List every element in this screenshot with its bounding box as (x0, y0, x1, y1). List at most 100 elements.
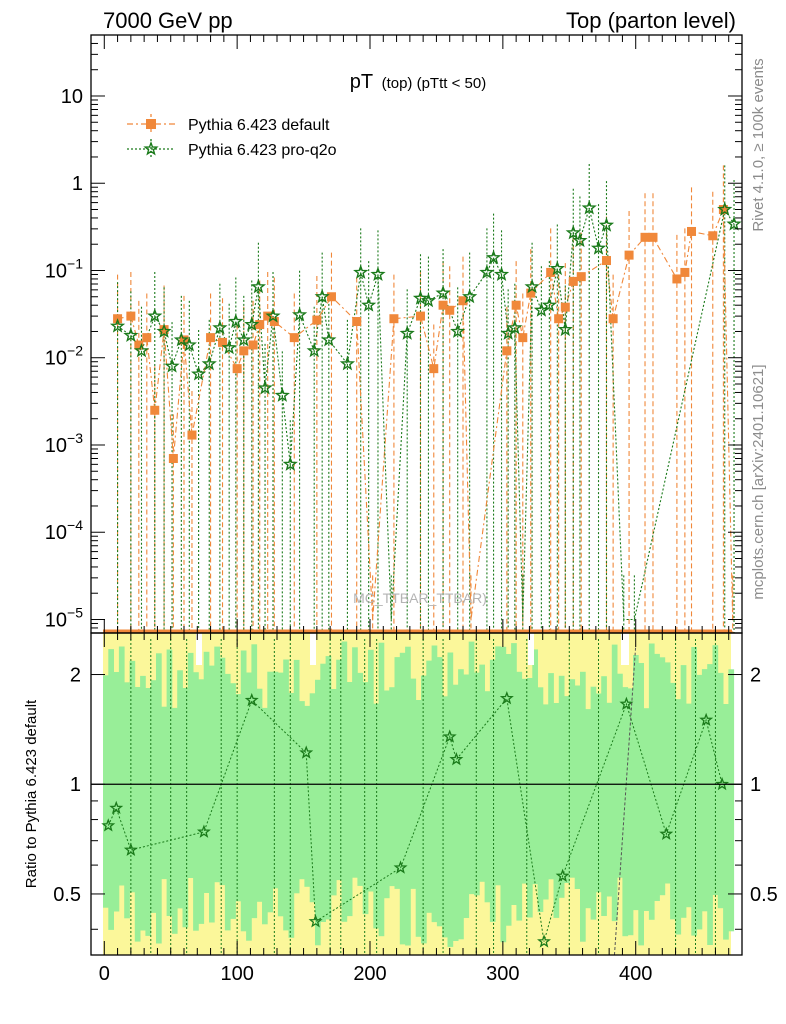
data-point-proq2o (133, 342, 150, 358)
data-point-proq2o (201, 355, 217, 371)
ratio-band-green-bin (336, 659, 342, 881)
ratio-band-green-bin (166, 649, 173, 916)
main-series-layer (103, 163, 742, 633)
data-point-default (134, 340, 144, 350)
ratio-band-green-bin (495, 646, 501, 886)
data-point-default (187, 430, 197, 440)
data-point-default (218, 337, 228, 347)
ratio-band-green-bin (617, 673, 623, 878)
ratio-band-green-bin (378, 642, 385, 937)
ratio-band-green-bin (611, 644, 618, 922)
data-point-proq2o (557, 321, 573, 337)
ratio-point-proq2o (244, 692, 259, 707)
data-point-proq2o (244, 316, 260, 332)
data-point-proq2o (181, 336, 197, 352)
data-point-default (239, 346, 249, 356)
ratio-point-proq2o (619, 696, 634, 710)
data-point-proq2o (282, 456, 298, 471)
ratio-band-green-bin (638, 663, 644, 946)
data-point-proq2o (274, 387, 290, 402)
plot-title: pT (top) (pTtt < 50) (350, 71, 486, 93)
ratio-band-green-bin (606, 702, 613, 897)
ratio-band-green-bin (341, 641, 348, 922)
ratio-band-green-bin (187, 652, 194, 878)
legend-square-icon (146, 119, 156, 129)
ratio-band-gap (528, 633, 534, 665)
ratio-band-green-bin (484, 691, 491, 903)
ratio-band-gap (310, 633, 316, 665)
ratio-band-green-bin (118, 646, 125, 886)
data-point-proq2o (726, 216, 742, 231)
ratio-y-tick-label-right: 0.5 (750, 884, 778, 906)
ratio-band-green-bin (654, 653, 660, 901)
data-point-default (415, 311, 425, 321)
data-point-proq2o (236, 331, 252, 347)
ratio-band-green-bin (103, 675, 109, 908)
ratio-band-green-bin (585, 709, 591, 909)
ratio-frame (90, 632, 743, 956)
ratio-band-green-bin (309, 693, 316, 903)
data-point-proq2o (250, 278, 267, 294)
energy-label: 7000 GeV pp (103, 8, 233, 33)
data-point-proq2o (717, 201, 733, 216)
ratio-band-green-bin (548, 673, 554, 880)
ratio-band-green-bin (394, 657, 401, 889)
ratio-band-green-bin (267, 671, 273, 913)
ratio-band-green-bin (564, 696, 570, 883)
data-point-proq2o (191, 366, 207, 381)
ratio-band-green-bin (124, 682, 130, 919)
ratio-band-green-bin (701, 669, 708, 912)
ratio-band-green-bin (442, 696, 448, 938)
x-tick-label: 200 (353, 963, 386, 985)
data-point-proq2o (450, 323, 466, 338)
ratio-band-green-bin (293, 659, 300, 894)
ratio-y-tick-label-right: 1 (750, 774, 761, 796)
main-y-tick-label: 10 (61, 86, 83, 108)
ratio-band-green-bin (686, 703, 692, 908)
ratio-band-green-bin (214, 646, 220, 883)
ratio-point-proq2o (442, 729, 457, 743)
data-point-proq2o (353, 264, 369, 279)
legend-entry-default: Pythia 6.423 default (127, 114, 330, 134)
data-point-proq2o (507, 319, 523, 335)
ratio-band-green-bin (224, 673, 231, 931)
ratio-band-green-bin (574, 685, 581, 889)
data-point-default (389, 314, 399, 324)
ratio-band-green-bin (426, 660, 432, 913)
data-point-default (206, 333, 216, 343)
ratio-band-green-bin (383, 690, 390, 899)
ratio-band-green-bin (405, 646, 411, 946)
ratio-band-green-bin (368, 649, 374, 892)
data-point-default (554, 314, 564, 324)
data-point-default (526, 288, 536, 298)
ratio-band-green-bin (399, 652, 406, 945)
ratio-band-green-bin (156, 653, 162, 944)
data-point-default (326, 292, 336, 302)
data-point-default (546, 267, 556, 277)
ratio-band-green-bin (707, 664, 713, 945)
ratio-point-proq2o (308, 914, 323, 928)
ratio-band-green-bin (145, 688, 152, 936)
ratio-band-green-bin (288, 693, 295, 938)
ratio-band-green-bin (415, 700, 422, 937)
data-point-default (142, 333, 152, 343)
ratio-band-green-bin (240, 650, 247, 932)
ratio-band-green-bin (516, 671, 523, 921)
ratio-band-green-bin (262, 707, 268, 925)
watermark: MC_TTBAR_TTBAR) (353, 590, 487, 606)
mcplots-label: mcplots.cern.ch [arXiv:2401.10621] (750, 364, 767, 599)
x-tick-label: 100 (220, 963, 253, 985)
legend-star-icon (143, 141, 159, 156)
data-point-default (429, 364, 439, 374)
ratio-band-green-bin (150, 680, 157, 913)
ratio-band-green-bin (717, 672, 724, 909)
data-point-proq2o (265, 308, 281, 323)
data-point-default (672, 274, 682, 284)
data-point-proq2o (462, 288, 478, 304)
ratio-band-green-bin (362, 682, 369, 915)
ratio-band-green-bin (723, 704, 729, 940)
data-point-proq2o (314, 288, 330, 304)
ratio-band-green-bin (134, 687, 141, 942)
ratio-band-green-bin (330, 689, 337, 896)
